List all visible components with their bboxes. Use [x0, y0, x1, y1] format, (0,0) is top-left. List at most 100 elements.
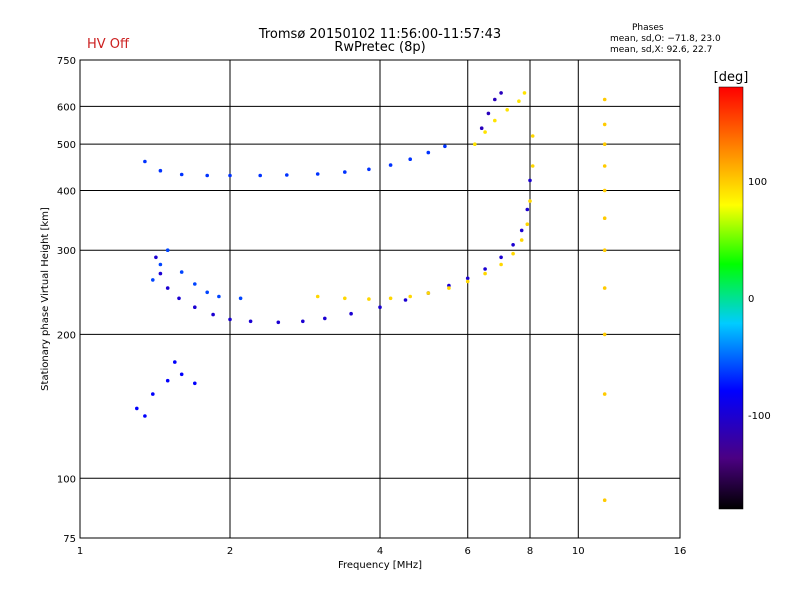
- echo-point: [525, 207, 530, 212]
- y-tick-label: 200: [57, 330, 76, 341]
- echo-point: [154, 255, 158, 260]
- echo-point: [403, 298, 408, 302]
- echo-point: [602, 216, 607, 220]
- echo-point: [315, 294, 320, 299]
- y-tick-label: 400: [57, 186, 76, 197]
- echo-point: [602, 498, 607, 503]
- echo-point: [408, 294, 413, 299]
- echo-point: [315, 172, 320, 176]
- y-axis-label: Stationary phase Virtual Height [km]: [40, 207, 51, 391]
- echo-point: [228, 173, 232, 178]
- echo-point: [217, 294, 221, 299]
- echo-point: [165, 248, 170, 252]
- hv-status-label: HV Off: [87, 37, 129, 52]
- echo-point: [443, 144, 447, 149]
- echo-point: [493, 97, 497, 102]
- y-tick-label: 100: [57, 474, 76, 485]
- echo-point: [193, 282, 197, 286]
- echo-point: [525, 222, 530, 226]
- colorbar-tick-label: -100: [748, 411, 771, 422]
- echo-point: [301, 319, 305, 324]
- x-tick-label: 10: [572, 546, 585, 557]
- echo-point: [228, 317, 232, 322]
- echo-point: [179, 270, 184, 274]
- colorbar-ticks: 100 0 -100: [748, 177, 771, 422]
- echo-point: [499, 262, 503, 267]
- echo-point: [158, 262, 163, 267]
- chart-title-line1: Tromsø 20150102 11:56:00-11:57:43: [258, 27, 502, 42]
- phase-stats-o-mode: mean, sd,O: −71.8, 23.0: [610, 34, 721, 44]
- y-tick-labels: 75 100 200 300 400 500 600 750: [57, 56, 76, 545]
- echo-point: [276, 320, 281, 325]
- echo-point: [499, 255, 503, 260]
- colorbar: [718, 86, 744, 510]
- echo-point: [483, 130, 487, 134]
- echo-point: [465, 279, 470, 284]
- grid-lines: [80, 60, 680, 538]
- colorbar-tick-label: 100: [748, 177, 767, 188]
- echo-point: [349, 311, 353, 316]
- echo-point: [258, 173, 263, 178]
- echo-point: [388, 296, 393, 301]
- echo-point: [530, 134, 535, 138]
- echo-point: [602, 188, 607, 193]
- echo-point: [602, 142, 607, 146]
- echo-point: [426, 150, 431, 155]
- plot-frame: [79, 59, 681, 539]
- echo-point: [602, 332, 607, 337]
- echo-point: [483, 271, 487, 276]
- x-tick-label: 2: [227, 546, 233, 557]
- y-tick-label: 300: [57, 246, 76, 257]
- echo-point: [135, 406, 139, 411]
- echo-point: [493, 118, 497, 123]
- y-tick-label: 600: [57, 102, 76, 113]
- echo-point: [151, 278, 155, 282]
- x-tick-labels: 1 2 4 6 8 10 16: [77, 546, 687, 557]
- echo-point: [528, 199, 532, 203]
- echo-point: [486, 111, 491, 116]
- echo-point: [602, 392, 607, 396]
- echo-point: [238, 296, 243, 301]
- echo-point: [143, 414, 147, 418]
- echo-point: [519, 228, 524, 233]
- echo-point: [205, 173, 209, 178]
- echo-point: [343, 170, 347, 174]
- echo-point: [388, 163, 393, 167]
- echo-point: [367, 297, 371, 301]
- echo-point: [426, 291, 431, 295]
- y-tick-label: 500: [57, 140, 76, 151]
- echo-point: [378, 305, 382, 310]
- phase-stats-x-mode: mean, sd,X: 92.6, 22.7: [610, 45, 713, 55]
- echo-point: [158, 271, 163, 276]
- echo-point: [602, 248, 607, 252]
- echo-point: [408, 157, 413, 161]
- echo-point: [511, 251, 515, 256]
- y-tick-label: 75: [63, 534, 76, 545]
- x-tick-label: 6: [465, 546, 471, 557]
- colorbar-label: [deg]: [714, 70, 749, 85]
- echo-point: [343, 296, 347, 301]
- echo-points: [135, 91, 607, 503]
- echo-point: [602, 97, 607, 102]
- x-tick-label: 16: [674, 546, 687, 557]
- colorbar-tick-label: 0: [748, 294, 754, 305]
- phase-stats-title: Phases: [632, 23, 664, 33]
- echo-point: [193, 305, 197, 310]
- echo-point: [602, 122, 607, 127]
- echo-point: [165, 286, 170, 290]
- echo-point: [473, 142, 477, 146]
- echo-point: [179, 172, 184, 177]
- echo-point: [151, 392, 155, 396]
- y-tick-label: 750: [57, 56, 76, 67]
- echo-point: [447, 286, 451, 290]
- chart-title-line2: RwPretec (8p): [334, 40, 426, 55]
- x-tick-label: 1: [77, 546, 83, 557]
- x-tick-label: 8: [527, 546, 533, 557]
- echo-point: [323, 316, 327, 321]
- echo-point: [522, 91, 527, 95]
- echo-point: [367, 167, 371, 172]
- echo-point: [158, 168, 163, 173]
- echo-point: [179, 372, 184, 377]
- echo-point: [165, 378, 170, 383]
- echo-point: [211, 312, 215, 317]
